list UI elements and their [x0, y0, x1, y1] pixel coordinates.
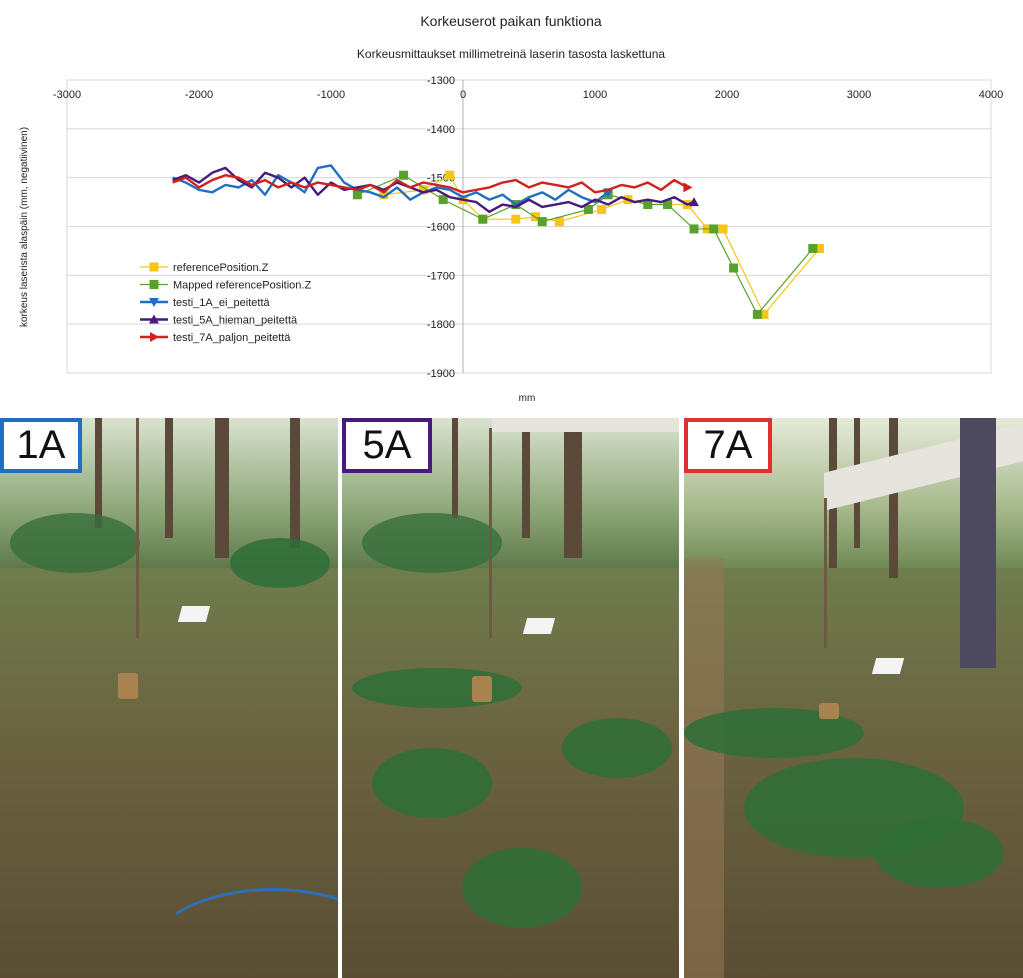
data-point — [663, 200, 673, 210]
series-line — [172, 166, 695, 214]
photo-label-7a: 7A — [684, 418, 772, 473]
legend-swatch-marker — [149, 314, 159, 324]
plot-area — [172, 164, 824, 319]
data-point — [752, 309, 762, 319]
data-point — [438, 195, 448, 205]
series-5 — [172, 174, 693, 194]
legend-entry: testi_5A_hieman_peitettä — [140, 314, 298, 327]
y-tick-label: -1900 — [427, 368, 455, 380]
x-tick-label: 2000 — [715, 89, 739, 101]
data-point — [511, 214, 521, 224]
data-point — [399, 170, 409, 180]
series-1 — [379, 170, 824, 319]
data-point — [352, 190, 362, 200]
photo-7a — [684, 418, 1023, 978]
data-point — [729, 263, 739, 273]
legend-entry: testi_7A_paljon_peitettä — [140, 332, 291, 344]
data-point — [379, 190, 389, 200]
x-tick-label: 1000 — [583, 89, 607, 101]
photo-label-1a: 1A — [0, 418, 82, 473]
legend-label: testi_1A_ei_peitettä — [173, 297, 271, 309]
data-point — [709, 224, 719, 234]
photo-1a — [0, 418, 338, 978]
data-point — [718, 224, 728, 234]
y-tick-label: -1300 — [427, 75, 455, 87]
data-point — [689, 197, 699, 207]
legend-label: referencePosition.Z — [173, 262, 269, 274]
chart-subtitle: Korkeusmittaukset millimetreinä laserin … — [357, 47, 665, 61]
x-tick-label: 0 — [460, 89, 466, 101]
legend-entry: testi_1A_ei_peitettä — [140, 297, 271, 309]
legend-label: testi_5A_hieman_peitettä — [173, 315, 298, 327]
legend-swatch-marker — [150, 332, 159, 342]
data-point — [583, 204, 593, 214]
data-point — [537, 217, 547, 227]
x-tick-label: -2000 — [185, 89, 213, 101]
series-line — [357, 174, 814, 315]
data-point — [759, 309, 769, 319]
x-tick-label: -1000 — [317, 89, 345, 101]
y-tick-label: -1600 — [427, 222, 455, 234]
x-tick-label: 3000 — [847, 89, 871, 101]
x-tick-label: 4000 — [979, 89, 1003, 101]
y-axis-label: korkeus laserista alaspäin (mm, negatiiv… — [19, 127, 30, 327]
legend-swatch-marker — [149, 298, 159, 307]
series-line — [172, 174, 688, 194]
legend-swatch-marker — [149, 262, 159, 272]
series-4 — [172, 166, 699, 214]
data-point — [478, 214, 488, 224]
x-axis-label: mm — [519, 393, 536, 404]
legend-swatch-marker — [149, 280, 159, 289]
data-point — [808, 243, 818, 253]
legend-entry: Mapped referencePosition.Z — [140, 280, 311, 292]
y-tick-label: -1400 — [427, 124, 455, 136]
photo-5a — [342, 418, 679, 978]
chart: Korkeuserot paikan funktiona Korkeusmitt… — [19, 13, 1003, 404]
legend-label: Mapped referencePosition.Z — [173, 280, 311, 292]
legend: referencePosition.Z Mapped referencePosit… — [140, 262, 311, 344]
data-point — [814, 243, 824, 253]
data-point — [689, 224, 699, 234]
data-point — [683, 182, 693, 193]
y-tick-label: -1800 — [427, 319, 455, 331]
grid — [66, 79, 992, 374]
chart-title: Korkeuserot paikan funktiona — [420, 13, 602, 29]
data-point — [643, 200, 653, 210]
legend-label: testi_7A_paljon_peitettä — [173, 332, 291, 344]
photo-label-5a: 5A — [342, 418, 432, 473]
x-tick-label: -3000 — [53, 89, 81, 101]
data-point — [554, 217, 564, 227]
data-point — [597, 204, 607, 214]
legend-entry: referencePosition.Z — [140, 262, 269, 274]
data-point — [418, 185, 428, 195]
y-tick-label: -1700 — [427, 270, 455, 282]
data-point — [445, 170, 455, 180]
